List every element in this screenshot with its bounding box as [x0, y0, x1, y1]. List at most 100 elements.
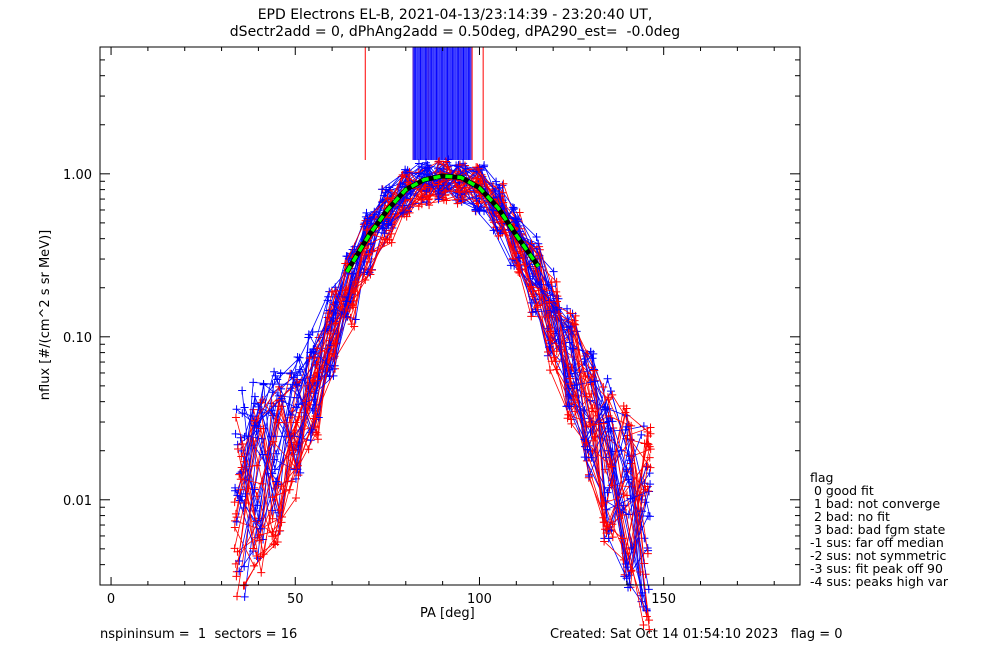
data-point [645, 453, 654, 462]
data-point [604, 534, 613, 543]
plot-frame [99, 46, 801, 586]
data-point [239, 581, 248, 590]
data-point [292, 380, 301, 389]
data-point [434, 164, 443, 173]
data-point [257, 434, 266, 443]
data-point [258, 450, 267, 459]
data-point [513, 260, 522, 269]
data-point [291, 494, 300, 503]
data-point [499, 198, 508, 207]
data-point [566, 379, 575, 388]
data-point [434, 190, 443, 199]
data-point [602, 529, 611, 538]
data-point [295, 353, 304, 362]
legend-entry: 2 bad: no fit [810, 509, 890, 524]
data-point [441, 157, 450, 166]
data-point [549, 267, 558, 276]
data-point [492, 177, 501, 186]
data-point [608, 533, 617, 542]
data-point [380, 229, 389, 238]
data-point [257, 568, 266, 577]
data-point [363, 217, 372, 226]
y-tick-label: 0.10 [63, 331, 92, 346]
data-point [622, 404, 631, 413]
data-point [489, 205, 498, 214]
data-point [268, 506, 277, 515]
data-point [639, 620, 648, 629]
data-point [271, 371, 280, 380]
data-point [294, 471, 303, 480]
x-tick-label: 50 [287, 592, 304, 607]
data-point [240, 592, 249, 601]
data-point [325, 329, 334, 338]
data-point [599, 419, 608, 428]
data-point [398, 170, 407, 179]
data-point [361, 275, 370, 284]
data-point [240, 403, 249, 412]
legend-entry: 3 bad: bad fgm state [810, 522, 946, 537]
data-point [422, 164, 431, 173]
data-point [312, 361, 321, 370]
legend-entry: -2 sus: not symmetric [810, 548, 947, 563]
data-point [590, 366, 599, 375]
data-point [472, 194, 481, 203]
spin-trace [231, 157, 652, 583]
data-point [588, 447, 597, 456]
data-point [621, 408, 630, 417]
legend-title: flag [810, 470, 834, 485]
x-tick-label: 100 [467, 592, 492, 607]
data-point [494, 231, 503, 240]
data-point [387, 238, 396, 247]
data-point [273, 375, 282, 384]
data-point [396, 180, 405, 189]
data-point [618, 510, 627, 519]
data-point [331, 286, 340, 295]
data-point [589, 407, 598, 416]
data-point [235, 567, 244, 576]
data-point [348, 270, 357, 278]
data-point [274, 506, 283, 515]
data-point [347, 320, 356, 329]
series-line [238, 181, 646, 575]
series-line [240, 166, 641, 541]
data-point [642, 605, 651, 614]
data-point [454, 162, 463, 171]
data-point [534, 301, 543, 310]
data-point [424, 195, 433, 204]
data-point [233, 592, 242, 601]
data-point [528, 308, 537, 317]
data-point [250, 421, 259, 430]
data-point [256, 524, 265, 533]
spin-trace [231, 169, 652, 554]
data-point [232, 405, 241, 414]
data-point [233, 491, 242, 500]
data-point [474, 199, 483, 208]
data-point [603, 488, 612, 497]
data-point [604, 417, 613, 426]
data-point [474, 164, 483, 173]
data-point [642, 462, 651, 471]
series-line [240, 167, 651, 517]
data-point [491, 186, 500, 195]
data-point [233, 444, 242, 453]
data-point [646, 429, 655, 438]
data-point [461, 164, 470, 173]
data-point [313, 435, 322, 444]
data-point [499, 179, 508, 188]
data-point [416, 169, 425, 178]
legend-entry: -1 sus: far off median [810, 535, 944, 550]
data-point [580, 453, 589, 462]
data-point [627, 567, 636, 576]
data-point [417, 195, 426, 204]
data-point [619, 490, 628, 499]
data-point [626, 494, 635, 503]
data-point [603, 393, 612, 402]
spin-trace [235, 165, 651, 576]
data-point [309, 347, 318, 356]
data-point [638, 507, 647, 516]
data-point [342, 297, 351, 306]
data-point [422, 187, 431, 196]
data-point [606, 387, 615, 396]
data-point [364, 250, 373, 259]
data-point [252, 552, 261, 561]
